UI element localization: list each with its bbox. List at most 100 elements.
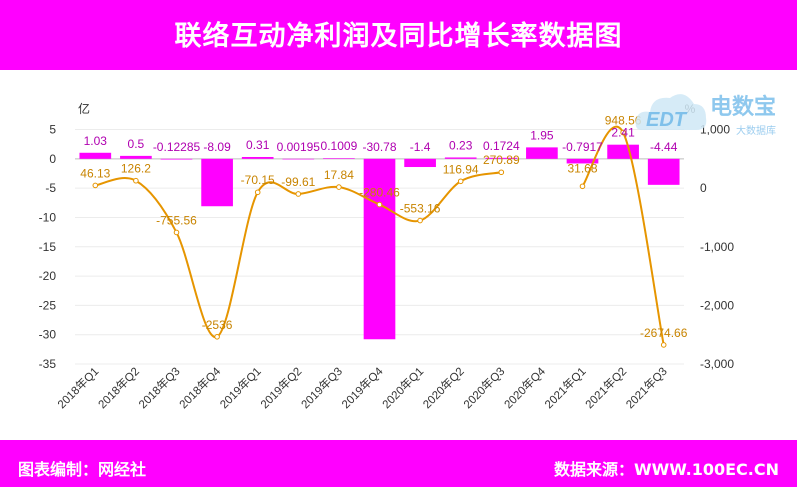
line-label: -553.16 [400, 202, 441, 216]
bar [241, 156, 274, 159]
cloud-logo-icon: EDT 电数宝 大数据库 [635, 94, 776, 137]
bar-label: 1.95 [530, 128, 554, 142]
footer-banner: 图表编制：网经社 数据来源：WWW.100EC.CN [0, 440, 797, 487]
series-line [95, 171, 502, 338]
bar-label: -4.44 [650, 140, 678, 154]
bar-label: 0.1724 [483, 139, 520, 153]
chart-title: 联络互动净利润及同比增长率数据图 [174, 21, 623, 52]
y-left-tick-label: -10 [39, 210, 57, 224]
line-point [579, 183, 586, 190]
line-label: 116.94 [443, 162, 479, 176]
line-label: 948.56 [605, 114, 642, 128]
series-line [581, 125, 665, 346]
x-tick-label: 2018年Q3 [136, 364, 183, 411]
line-label: -2536 [202, 318, 233, 332]
bar [120, 155, 152, 159]
logo-sub: 大数据库 [736, 124, 776, 137]
line-point [133, 177, 139, 184]
footer-source: 数据来源：WWW.100EC.CN [553, 460, 779, 479]
logo: EDT 电数宝 大数据库 [632, 82, 792, 144]
line-label: -280.46 [359, 186, 400, 200]
y-left-tick-label: -15 [39, 240, 57, 254]
y-right-tick-label: 0 [700, 181, 707, 195]
x-tick-label: 2018年Q4 [176, 364, 223, 411]
bar [647, 158, 680, 185]
x-tick-label: 2021年Q3 [623, 364, 670, 411]
bar-label: 0.00195 [277, 140, 321, 154]
bar-label: 0.31 [246, 138, 270, 152]
x-tick-label: 2020年Q2 [420, 364, 467, 411]
line-point [92, 182, 99, 189]
line-point [660, 342, 667, 348]
line-label: -2674.66 [640, 326, 688, 340]
y-left-tick-label: 0 [49, 152, 56, 166]
x-tick-label: 2019年Q3 [298, 364, 345, 411]
y-left-tick-label: -35 [39, 357, 57, 371]
x-tick-label: 2018年Q1 [54, 364, 101, 411]
y-left-tick-label: -5 [45, 181, 56, 195]
bar [160, 158, 193, 160]
line-label: 31.68 [567, 161, 597, 175]
bar [485, 157, 518, 159]
bar [323, 158, 355, 159]
line-label: 270.89 [483, 153, 520, 167]
bar [607, 144, 639, 159]
line-point [336, 184, 342, 190]
chart-card [0, 70, 797, 438]
x-tick-label: 2020年Q3 [460, 364, 507, 411]
y-left-tick-label: -20 [39, 269, 57, 283]
y-right-tick-label: -1,000 [700, 240, 734, 254]
x-tick-label: 2019年Q1 [217, 364, 264, 411]
y-right-tick-label: -3,000 [700, 357, 734, 371]
bar [282, 158, 315, 160]
line-point [254, 189, 261, 196]
line-point [498, 169, 505, 176]
x-tick-label: 2020年Q4 [501, 364, 548, 411]
bar-label: 1.03 [84, 134, 108, 148]
line-point [620, 129, 626, 136]
line-label: 17.84 [324, 168, 354, 182]
bar [79, 152, 112, 159]
line-point [295, 191, 302, 197]
x-tick-label: 2020年Q1 [379, 364, 426, 411]
bar-label: -30.78 [362, 140, 396, 154]
bar [404, 158, 436, 168]
y-left-tick-label: -30 [39, 328, 57, 342]
title-banner: 联络互动净利润及同比增长率数据图 [0, 0, 797, 70]
logo-mark: EDT [646, 109, 688, 131]
bar-label: -0.12285 [153, 140, 201, 154]
bar [566, 158, 599, 164]
line-point [173, 229, 180, 236]
bar-label: 2.41 [611, 126, 635, 140]
bar-label: -0.7917 [562, 140, 603, 154]
y-right-tick-label: -2,000 [700, 298, 734, 312]
x-tick-label: 2021年Q1 [542, 364, 589, 411]
line-label: 126.2 [121, 162, 151, 176]
y-left-tick-label: 5 [49, 123, 56, 137]
bar [363, 158, 396, 340]
bar-label: 0.1009 [321, 139, 358, 153]
x-tick-label: 2018年Q2 [95, 364, 142, 411]
x-tick-label: 2019年Q2 [257, 364, 304, 411]
bar-label: -1.4 [410, 140, 431, 154]
line-label: -70.15 [241, 173, 275, 187]
bar-label: 0.23 [449, 138, 473, 152]
line-point [457, 178, 464, 185]
line-label: -755.56 [156, 213, 197, 227]
line-label: 46.13 [80, 166, 110, 180]
x-tick-label: 2021年Q2 [582, 364, 629, 411]
footer-credit: 图表编制：网经社 [18, 460, 147, 479]
line-label: -99.61 [281, 175, 315, 189]
y-left-unit: 亿 [78, 101, 90, 116]
y-right-tick-label: 1,000 [700, 123, 730, 137]
bar-label: -8.09 [203, 140, 231, 154]
x-tick-label: 2019年Q4 [339, 364, 386, 411]
logo-name: 电数宝 [710, 94, 776, 119]
line-point [417, 217, 423, 224]
bar [201, 158, 233, 207]
bar [444, 157, 477, 159]
bar [526, 147, 558, 159]
line-point [376, 201, 383, 208]
bar-label: 0.5 [128, 137, 145, 151]
